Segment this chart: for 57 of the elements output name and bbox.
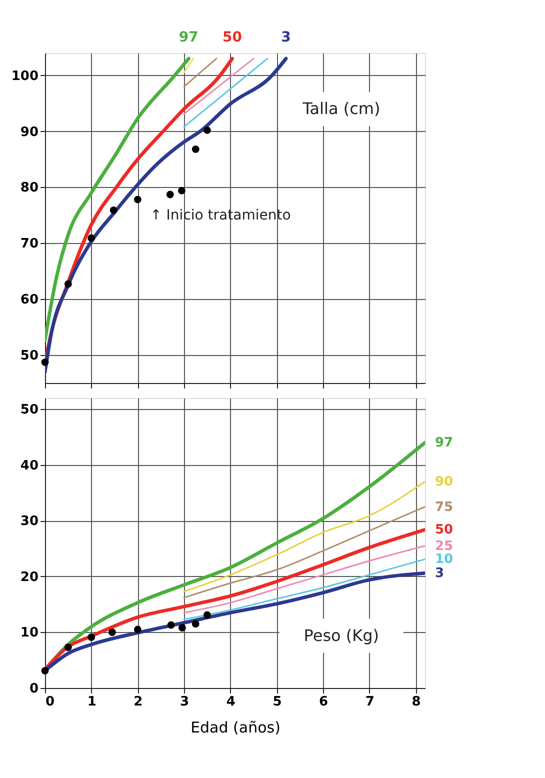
series-label: 97 (178, 30, 198, 46)
y-tick-label: 100 (11, 68, 38, 84)
point (192, 620, 200, 628)
point (203, 611, 211, 619)
line-series (183, 480, 425, 592)
point (178, 186, 186, 194)
point (167, 621, 175, 629)
y-tick-label: 80 (20, 180, 38, 196)
point (41, 358, 49, 366)
point (41, 667, 49, 674)
series-label: 3 (435, 566, 444, 582)
y-tick-label: 20 (20, 570, 38, 585)
point (88, 234, 96, 242)
series-label: 50 (222, 30, 242, 46)
line-series (183, 545, 425, 614)
series-label: 50 (435, 522, 454, 538)
point (108, 628, 116, 636)
series-label: 90 (435, 474, 454, 490)
x-tick-label: 1 (87, 694, 96, 710)
y-tick-label: 10 (20, 626, 38, 641)
x-tick-label: 8 (412, 694, 421, 710)
point (88, 634, 96, 641)
x-tick-label: 6 (319, 694, 328, 710)
point (64, 280, 72, 288)
x-tick-label: 2 (134, 694, 143, 710)
text: Peso (Kg) (304, 626, 380, 645)
series-label: 3 (281, 30, 291, 46)
x-tick-label: 4 (226, 694, 236, 710)
y-tick-label: 70 (20, 236, 38, 252)
text: Talla (cm) (302, 99, 380, 118)
line-series (45, 56, 288, 374)
point (203, 126, 211, 134)
y-tick-label: 40 (20, 458, 38, 474)
y-tick-label: 30 (20, 514, 38, 530)
point (64, 644, 72, 651)
x-tick-label: 5 (272, 694, 282, 710)
x-tick-label: 7 (365, 694, 374, 710)
x-tick-label: 3 (180, 694, 190, 710)
x-tick-label: 0 (46, 694, 55, 710)
x-axis-title: Edad (años) (190, 718, 280, 736)
line-series (183, 558, 425, 620)
series-label: 10 (435, 552, 454, 568)
series-label: 75 (435, 500, 454, 515)
y-tick-label: 0 (29, 682, 38, 696)
y-tick-label: 50 (20, 348, 38, 364)
series-label: 97 (435, 436, 454, 451)
point (134, 626, 142, 634)
line-series (183, 506, 425, 598)
point (166, 190, 174, 198)
point (178, 624, 186, 632)
y-tick-label: 50 (20, 402, 38, 418)
point (192, 146, 200, 153)
y-tick-label: 60 (20, 292, 38, 308)
series-label: 25 (435, 538, 454, 554)
point (134, 196, 142, 204)
point (110, 206, 118, 214)
y-tick-label: 90 (20, 124, 38, 140)
